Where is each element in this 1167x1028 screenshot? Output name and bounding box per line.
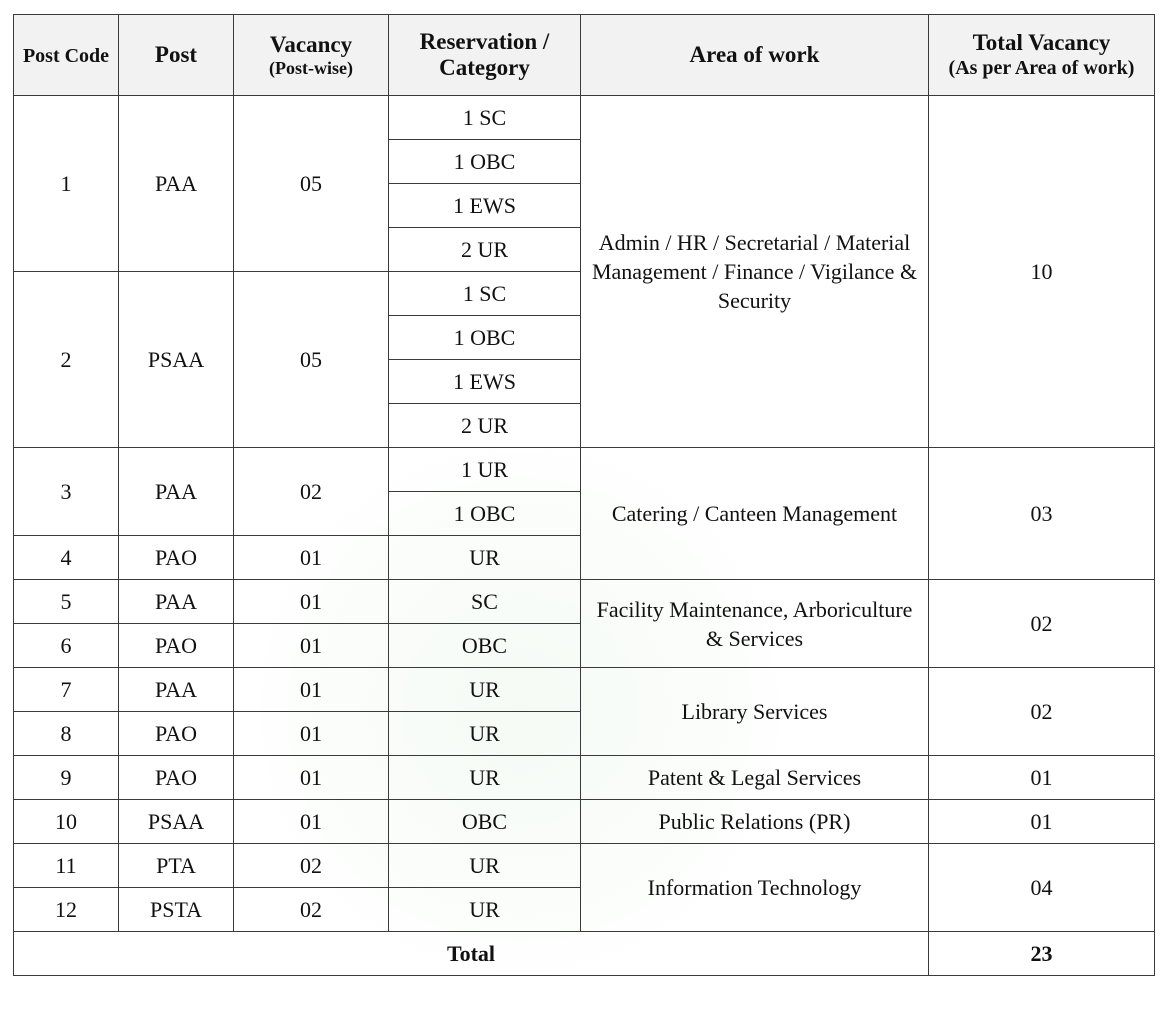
table-row: 5 PAA 01 SC Facility Maintenance, Arbori… — [13, 579, 1155, 668]
area-total-cell: 10 — [928, 95, 1155, 448]
table-row: 9 PAO 01 UR Patent & Legal Services 01 — [13, 755, 1155, 800]
post-code-cell: 8 — [13, 711, 119, 756]
post-code-cell: 11 — [13, 843, 119, 888]
vacancy-cell: 01 — [233, 623, 389, 668]
vacancy-cell: 02 — [233, 843, 389, 888]
table-row: 8 PAO 01 UR — [13, 711, 1155, 756]
area-total-cell: 01 — [928, 755, 1155, 800]
area-total-cell: 02 — [928, 579, 1155, 668]
post-cell: PAA — [118, 95, 234, 272]
post-cell: PSAA — [118, 799, 234, 844]
table-row: 1 OBC — [14, 491, 1155, 536]
post-cell: PAA — [118, 447, 234, 536]
area-total-cell: 04 — [928, 843, 1155, 932]
post-code-cell: 12 — [13, 887, 119, 932]
table-row: 2 UR — [14, 227, 1155, 272]
category-cell: UR — [388, 667, 581, 712]
post-code-cell: 10 — [13, 799, 119, 844]
table-row: 3 PAA 02 1 UR Catering / Canteen Managem… — [13, 447, 1155, 580]
vacancy-cell: 01 — [233, 755, 389, 800]
header-post: Post — [118, 14, 234, 96]
category-cell: UR — [388, 535, 581, 580]
category-cell: 1 OBC — [388, 315, 581, 360]
table-row: 11 PTA 02 UR Information Technology 04 — [13, 843, 1155, 932]
total-label: Total — [13, 931, 929, 976]
table-row: 6 PAO 01 OBC — [13, 623, 1155, 668]
area-of-work-cell: Public Relations (PR) — [580, 799, 929, 844]
area-total-cell: 02 — [928, 667, 1155, 756]
category-cell: SC — [388, 579, 581, 624]
table-row: 1 OBC — [14, 139, 1155, 184]
vacancy-cell: 02 — [233, 447, 389, 536]
area-total-cell: 03 — [928, 447, 1155, 580]
category-cell: 1 UR — [388, 447, 581, 492]
total-row: Total 23 — [13, 931, 1155, 976]
header-area-of-work: Area of work — [580, 14, 929, 96]
category-cell: 1 OBC — [388, 139, 581, 184]
post-code-cell: 2 — [13, 271, 119, 448]
total-value: 23 — [928, 931, 1155, 976]
category-cell: 1 EWS — [388, 359, 581, 404]
area-of-work-cell: Library Services — [580, 667, 929, 756]
post-cell: PSAA — [118, 271, 234, 448]
table-row: 1 OBC — [14, 315, 1155, 360]
post-cell: PSTA — [118, 887, 234, 932]
header-vacancy: Vacancy (Post-wise) — [233, 14, 389, 96]
vacancy-cell: 05 — [233, 95, 389, 272]
category-cell: 1 EWS — [388, 183, 581, 228]
area-of-work-cell: Catering / Canteen Management — [580, 447, 929, 580]
category-cell: 1 SC — [388, 271, 581, 316]
table-row: 4 PAO 01 UR — [13, 535, 1155, 580]
table-row: 12 PSTA 02 UR — [13, 887, 1155, 932]
vacancy-cell: 05 — [233, 271, 389, 448]
post-cell: PAA — [118, 667, 234, 712]
table-row: 2 UR — [14, 403, 1155, 448]
vacancy-cell: 01 — [233, 667, 389, 712]
category-cell: 1 SC — [388, 95, 581, 140]
category-cell: UR — [388, 843, 581, 888]
post-cell: PAA — [118, 579, 234, 624]
header-row: Post Code Post Vacancy (Post-wise) Reserv… — [13, 14, 1155, 96]
vacancy-cell: 02 — [233, 887, 389, 932]
vacancy-cell: 01 — [233, 579, 389, 624]
area-of-work-cell: Admin / HR / Secretarial / Material Mana… — [580, 95, 929, 448]
category-cell: UR — [388, 755, 581, 800]
post-code-cell: 1 — [13, 95, 119, 272]
header-post-code: Post Code — [13, 14, 119, 96]
post-cell: PAO — [118, 711, 234, 756]
category-cell: UR — [388, 887, 581, 932]
post-code-cell: 4 — [13, 535, 119, 580]
table-row: 1 PAA 05 1 SC Admin / HR / Secretarial /… — [13, 95, 1155, 448]
vacancy-table: Post Code Post Vacancy (Post-wise) Reserv… — [13, 14, 1155, 976]
category-cell: OBC — [388, 799, 581, 844]
category-cell: 1 OBC — [388, 491, 581, 536]
category-cell: 2 UR — [388, 227, 581, 272]
area-of-work-cell: Information Technology — [580, 843, 929, 932]
post-cell: PAO — [118, 623, 234, 668]
header-total-vacancy: Total Vacancy (As per Area of work) — [928, 14, 1155, 96]
table-row: 1 EWS — [14, 359, 1155, 404]
table-row: 7 PAA 01 UR Library Services 02 — [13, 667, 1155, 756]
table-row: 10 PSAA 01 OBC Public Relations (PR) 01 — [13, 799, 1155, 844]
category-cell: UR — [388, 711, 581, 756]
post-code-cell: 6 — [13, 623, 119, 668]
category-cell: OBC — [388, 623, 581, 668]
category-cell: 2 UR — [388, 403, 581, 448]
post-cell: PAO — [118, 755, 234, 800]
post-code-cell: 3 — [13, 447, 119, 536]
header-reservation: Reservation / Category — [388, 14, 581, 96]
post-cell: PAO — [118, 535, 234, 580]
area-total-cell: 01 — [928, 799, 1155, 844]
vacancy-cell: 01 — [233, 711, 389, 756]
area-of-work-cell: Patent & Legal Services — [580, 755, 929, 800]
post-code-cell: 9 — [13, 755, 119, 800]
vacancy-cell: 01 — [233, 799, 389, 844]
area-of-work-cell: Facility Maintenance, Arboriculture & Se… — [580, 579, 929, 668]
post-code-cell: 5 — [13, 579, 119, 624]
post-cell: PTA — [118, 843, 234, 888]
post-code-cell: 7 — [13, 667, 119, 712]
vacancy-cell: 01 — [233, 535, 389, 580]
